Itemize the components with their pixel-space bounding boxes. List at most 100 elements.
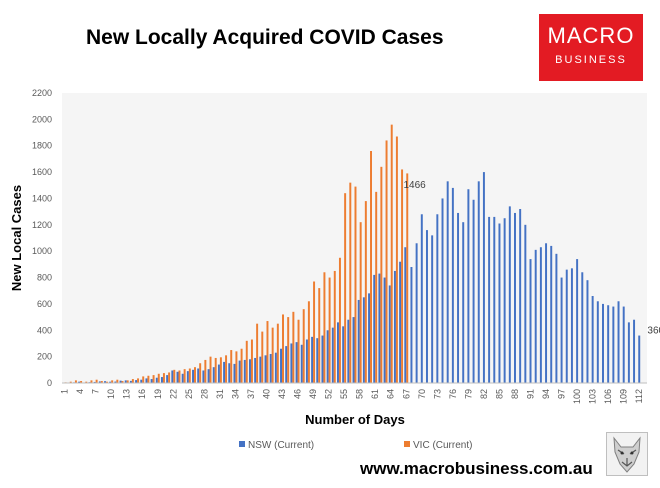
bar-nsw (534, 249, 537, 383)
bar-nsw (477, 181, 480, 383)
bar-nsw (352, 317, 355, 383)
bar-nsw (362, 297, 365, 383)
bar-nsw (326, 330, 329, 383)
bar-nsw (155, 377, 158, 383)
x-tick-label: 76 (448, 389, 458, 399)
bar-nsw (493, 216, 496, 383)
bar-nsw (135, 380, 138, 383)
bar-vic (282, 314, 284, 383)
x-tick-label: 73 (432, 389, 442, 399)
bar-nsw (602, 303, 604, 383)
legend-swatch-vic (404, 441, 410, 447)
bar-vic (240, 348, 243, 383)
x-tick-label: 46 (293, 389, 303, 399)
bar-vic (313, 281, 316, 383)
bar-vic (375, 191, 378, 383)
bar-vic (261, 331, 264, 383)
x-tick-label: 31 (215, 389, 225, 399)
y-tick-label: 0 (47, 378, 52, 388)
bar-vic (183, 369, 186, 383)
bar-nsw (441, 198, 444, 383)
bar-vic (307, 301, 310, 383)
bar-nsw (519, 209, 522, 383)
bar-vic (147, 375, 150, 383)
bar-vic (219, 357, 222, 383)
bar-nsw (425, 230, 428, 383)
bar-vic (250, 339, 253, 383)
bar-vic (297, 319, 300, 383)
bar-vic (395, 136, 398, 383)
y-tick-label: 2000 (32, 114, 52, 124)
bar-nsw (347, 319, 350, 383)
bar-nsw (545, 243, 548, 383)
bar-vic (318, 288, 321, 383)
bar-vic (162, 373, 165, 383)
bar-vic (370, 151, 372, 383)
bar-vic (157, 373, 160, 383)
bar-vic (116, 379, 119, 383)
bar-vic (204, 359, 207, 383)
x-tick-label: 7 (91, 389, 101, 394)
bar-vic (111, 380, 114, 383)
bar-nsw (342, 326, 345, 383)
bar-nsw (93, 381, 96, 383)
bar-vic (121, 381, 124, 383)
bar-nsw (638, 335, 641, 383)
bar-nsw (581, 272, 584, 383)
bar-nsw (565, 269, 568, 383)
bar-nsw (633, 319, 636, 383)
logo-line-1: MACRO (547, 23, 635, 48)
bar-nsw (488, 216, 491, 383)
bar-nsw (280, 348, 283, 383)
bar-vic (359, 222, 362, 383)
bar-nsw (109, 381, 112, 383)
bar-vic (126, 380, 129, 383)
bar-vic (194, 367, 196, 383)
bar-nsw (591, 296, 594, 383)
bar-nsw (373, 274, 376, 383)
bar-nsw (529, 259, 532, 383)
bar-nsw (254, 357, 257, 383)
bar-nsw (555, 253, 558, 383)
x-tick-label: 100 (572, 389, 582, 404)
bar-nsw (431, 235, 434, 383)
bar-series-group (62, 124, 641, 383)
bar-vic (100, 381, 103, 383)
bar-nsw (498, 223, 501, 383)
bar-nsw (114, 381, 117, 383)
bar-nsw (337, 322, 339, 383)
bar-nsw (228, 363, 231, 383)
bar-vic (69, 381, 72, 383)
bar-nsw (78, 381, 81, 383)
bar-vic (276, 323, 279, 383)
bar-nsw (285, 346, 288, 383)
x-tick-label: 52 (324, 389, 334, 399)
logo-line-2: BUSINESS (555, 54, 627, 66)
bar-vic (390, 124, 393, 383)
bar-vic (364, 201, 367, 383)
x-tick-label: 58 (355, 389, 365, 399)
bar-nsw (197, 368, 200, 383)
bar-vic (338, 257, 341, 383)
bar-nsw (627, 322, 630, 383)
x-tick-label: 49 (308, 389, 318, 399)
bar-nsw (393, 270, 396, 383)
y-tick-label: 1400 (32, 193, 52, 203)
bar-nsw (176, 371, 179, 383)
bar-vic (235, 351, 238, 383)
bar-nsw (171, 370, 174, 383)
x-tick-label: 4 (75, 389, 85, 394)
bar-nsw (457, 212, 460, 383)
x-tick-label: 91 (526, 389, 536, 399)
bar-nsw (410, 267, 413, 383)
bar-nsw (98, 381, 101, 383)
bar-nsw (150, 379, 153, 383)
x-tick-labels: 1 4 7 10 13 16 19 22 25 28 31 34 37 40 43 46 49 52 55 58 61 6… (60, 389, 645, 404)
bar-nsw (550, 245, 553, 383)
bar-nsw (321, 335, 324, 383)
bar-vic (385, 140, 388, 383)
bar-nsw (446, 181, 449, 383)
bar-nsw (560, 277, 563, 383)
bar-nsw (357, 299, 360, 383)
